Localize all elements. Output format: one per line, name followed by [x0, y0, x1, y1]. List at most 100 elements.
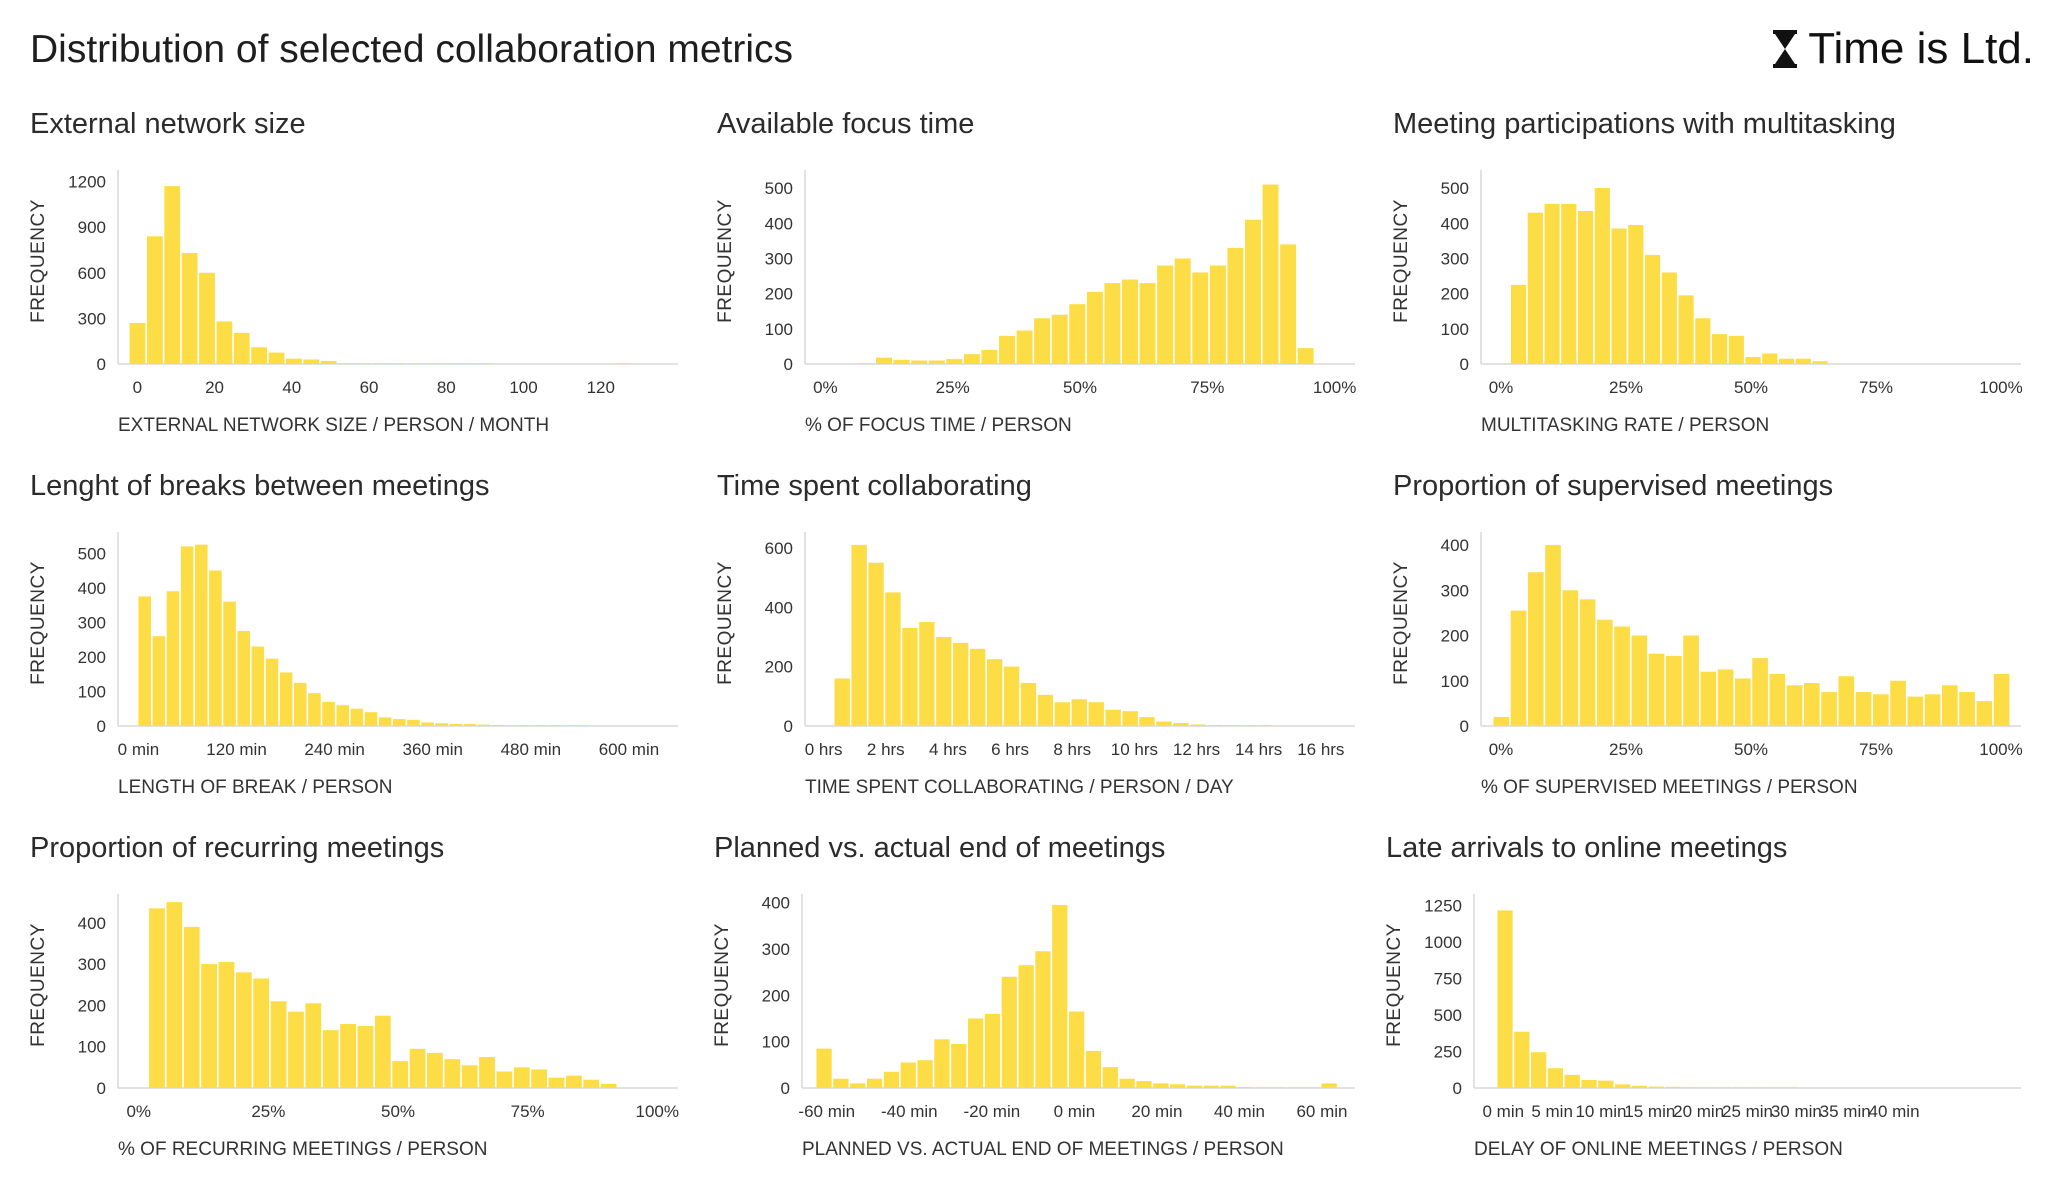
histogram-bar: [372, 363, 389, 364]
histogram-bar: [986, 659, 1003, 726]
x-tick-label: 100%: [1313, 378, 1356, 397]
histogram-bar: [1173, 723, 1189, 726]
x-tick-label: 20 min: [1131, 1102, 1182, 1121]
histogram-bar: [322, 1030, 339, 1088]
x-tick-label: 25%: [1609, 740, 1643, 759]
y-tick-label: 200: [762, 986, 790, 1005]
histogram-bar: [479, 1057, 495, 1088]
x-tick-label: 16 hrs: [1297, 740, 1344, 759]
histogram-bar: [1717, 669, 1734, 726]
histogram-bar: [1762, 353, 1778, 364]
x-axis-title: MULTITASKING RATE / PERSON: [1481, 415, 1769, 436]
histogram-bar: [251, 347, 268, 364]
histogram-bar: [320, 360, 337, 364]
y-tick-label: 0: [784, 355, 793, 374]
histogram-bar: [265, 658, 279, 726]
histogram-bar: [858, 363, 875, 364]
histogram-bar: [583, 1079, 600, 1088]
histogram-bar: [233, 332, 250, 364]
histogram-bar: [449, 723, 463, 726]
histogram-bar: [1493, 716, 1510, 726]
histogram-bar: [1304, 1087, 1320, 1088]
histogram-bar: [1069, 304, 1086, 364]
x-tick-label: 6 hrs: [991, 740, 1029, 759]
histogram-bar: [902, 628, 918, 726]
histogram-bar: [1510, 610, 1527, 726]
histogram-bar: [1786, 685, 1803, 726]
histogram-bar: [1795, 358, 1811, 364]
histogram-bar: [1578, 210, 1594, 364]
histogram-bar: [477, 724, 491, 726]
histogram-bar: [1873, 694, 1889, 726]
brand-logo: Time is Ltd.: [1772, 24, 2034, 74]
y-tick-label: 100: [762, 1033, 790, 1052]
x-tick-label: 4 hrs: [929, 740, 967, 759]
x-tick-label: 2 hrs: [867, 740, 905, 759]
histogram-bar: [305, 1003, 322, 1088]
x-tick-label: 25%: [936, 378, 970, 397]
panel-planned-vs-actual: Planned vs. actual end of meetings 0 100 2…: [712, 832, 1367, 1172]
histogram-bar: [364, 712, 378, 726]
x-tick-label: 50%: [1734, 378, 1768, 397]
x-tick-label: 360 min: [403, 740, 463, 759]
histogram-bar: [1035, 951, 1051, 1088]
histogram-bar: [288, 1011, 304, 1088]
histogram-bar: [374, 1015, 391, 1088]
y-tick-label: 300: [762, 940, 790, 959]
x-axis-title: TIME SPENT COLLABORATING / PERSON / DAY: [805, 777, 1234, 798]
histogram-bar: [1614, 626, 1630, 726]
histogram-bar: [953, 642, 969, 727]
x-tick-label: 75%: [1859, 740, 1893, 759]
histogram-bar: [181, 253, 198, 364]
histogram-bar: [1564, 1074, 1580, 1088]
histogram-bar: [149, 908, 165, 1088]
y-tick-label: 400: [765, 214, 793, 233]
x-tick-label: 50%: [1063, 378, 1097, 397]
histogram-bar: [1749, 1087, 1765, 1088]
histogram-bar: [1783, 1087, 1799, 1088]
histogram-bar: [970, 648, 986, 726]
histogram-bar: [1254, 1087, 1270, 1088]
histogram-bar: [129, 322, 146, 364]
histogram-bar: [850, 1083, 866, 1088]
histogram-bar: [1001, 976, 1017, 1088]
histogram-bar: [216, 321, 233, 364]
x-axis-title: EXTERNAL NETWORK SIZE / PERSON / MONTH: [118, 415, 549, 436]
x-tick-label: 25%: [251, 1102, 285, 1121]
histogram-bar: [442, 363, 459, 364]
histogram-bar: [1287, 1087, 1304, 1088]
x-tick-label: 35 min: [1820, 1102, 1871, 1121]
x-tick-label: 40 min: [1214, 1102, 1265, 1121]
histogram-bar: [1003, 666, 1020, 727]
y-axis-title: FREQUENCY: [1391, 561, 1412, 685]
x-tick-label: 20 min: [1673, 1102, 1724, 1121]
histogram-bar: [1544, 203, 1560, 364]
y-tick-label: 200: [765, 658, 793, 677]
histogram-bar: [548, 725, 562, 726]
histogram-bar: [1769, 673, 1786, 726]
histogram-bar: [963, 354, 980, 364]
y-tick-label: 0: [97, 1079, 106, 1098]
y-tick-label: 200: [765, 285, 793, 304]
histogram-bar: [1631, 635, 1648, 726]
x-axis-title: % OF FOCUS TIME / PERSON: [805, 415, 1072, 436]
histogram-bar: [1088, 702, 1104, 726]
y-tick-label: 250: [1434, 1042, 1462, 1061]
panel-external-network-size: External network size 0 300 600 900 1200 0 20 4…: [28, 108, 690, 448]
y-tick-label: 500: [78, 544, 106, 563]
histogram-bar: [166, 591, 180, 726]
y-tick-label: 400: [1441, 536, 1469, 555]
histogram-bar: [1993, 673, 2010, 726]
histogram-bar: [967, 1018, 984, 1088]
y-tick-label: 400: [78, 914, 106, 933]
histogram-bar: [1561, 203, 1577, 364]
histogram-bar: [1838, 676, 1855, 726]
histogram-bar: [166, 902, 183, 1088]
hourglass-icon: [1773, 30, 1798, 68]
x-tick-label: 240 min: [304, 740, 364, 759]
x-tick-label: 120 min: [206, 740, 266, 759]
y-axis-title: FREQUENCY: [715, 561, 736, 685]
histogram-bar: [496, 1071, 513, 1088]
y-tick-label: 0: [784, 717, 793, 736]
y-tick-label: 200: [78, 648, 106, 667]
